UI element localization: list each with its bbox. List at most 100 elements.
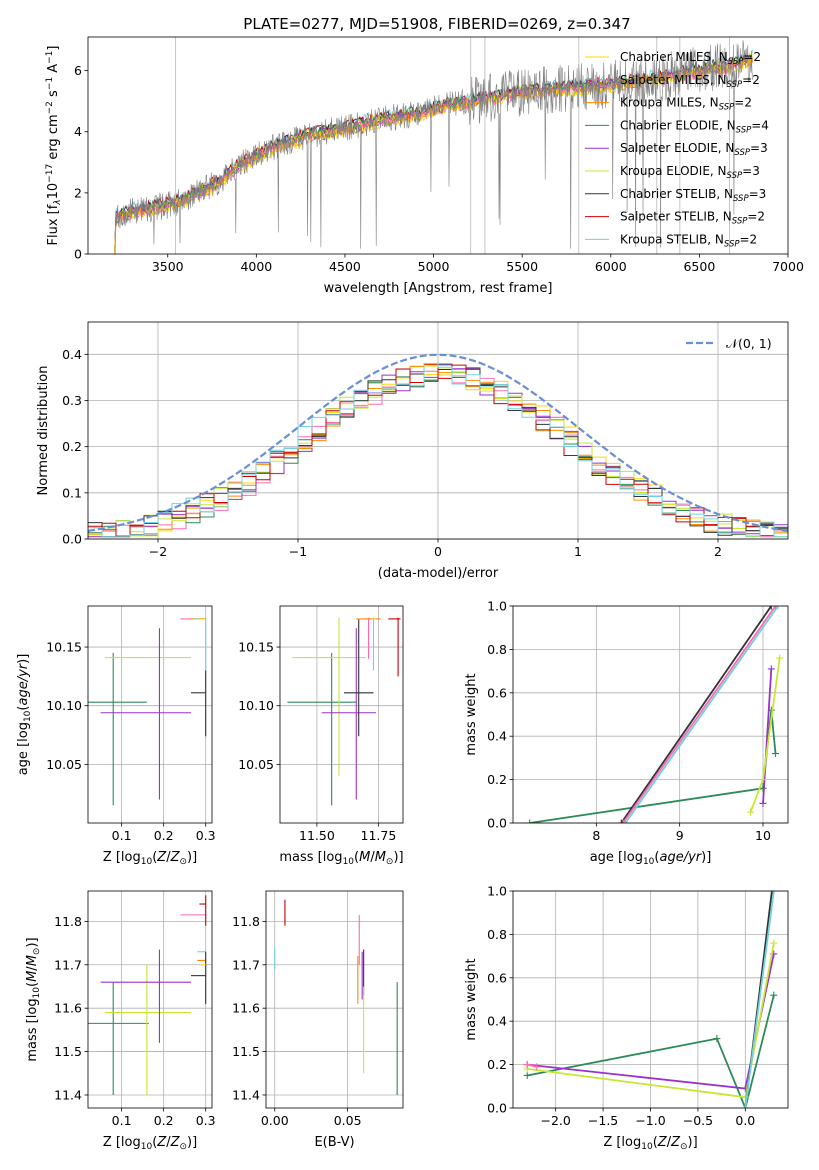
residual-hist-ks	[88, 363, 788, 538]
x-tick-label: 0.1	[112, 1113, 132, 1128]
x-axis-label: E(B-V)	[314, 1135, 354, 1150]
label-part: /	[25, 966, 40, 971]
axes-frame	[279, 605, 404, 824]
weight-marker-sm	[772, 606, 779, 610]
y-tick-label: 0.1	[62, 485, 82, 500]
label-part: =3	[742, 164, 760, 178]
label-part: E(B-V)	[314, 1135, 354, 1150]
x-axis-label: age [log10(age/yr)]	[590, 850, 712, 867]
y-axis-label: age [log10(age/yr)]	[16, 654, 33, 776]
x-tick-label: −1.0	[635, 1113, 665, 1128]
y-tick-label: 0.4	[487, 1014, 507, 1029]
label-part: /	[667, 1135, 672, 1150]
x-tick-label: 5500	[506, 259, 538, 274]
x-tick-label: 3500	[152, 259, 184, 274]
label-part: (	[654, 850, 659, 865]
legend-entry-ce: Chabrier ELODIE, NSSP=4	[620, 118, 769, 135]
label-part: Z [log	[103, 1135, 141, 1150]
label-part: Z	[670, 1135, 681, 1150]
x-tick-label: 0.3	[196, 1113, 216, 1128]
axes-frame	[87, 605, 213, 824]
point-ce	[88, 652, 147, 806]
label-part: (	[354, 850, 359, 865]
weight-marker-ks	[774, 606, 782, 610]
label-part: Salpeter MILES, N	[620, 73, 727, 87]
label-part: (	[653, 1135, 658, 1150]
plot-area-weight-age	[526, 606, 784, 823]
label-part: SSP	[719, 103, 735, 113]
point-se	[100, 949, 191, 1043]
label-part: Z	[170, 1135, 181, 1150]
label-part: (data-model)/error	[378, 566, 499, 581]
label-part: Kroupa MILES, N	[620, 96, 719, 110]
y-tick-label: 11.4	[232, 1087, 260, 1102]
y-tick-label: 11.5	[54, 1044, 82, 1059]
weight-marker-ke	[770, 939, 778, 947]
label-part: =2	[743, 50, 761, 64]
plot-area-age-mass	[287, 617, 401, 806]
label-part: =2	[742, 73, 760, 87]
point-se	[100, 628, 191, 800]
label-part: ⊙	[179, 857, 187, 867]
point-ce	[88, 982, 149, 1095]
weight-marker-se	[767, 665, 775, 673]
label-part: Salpeter ELODIE, N	[620, 141, 734, 155]
y-tick-label: 0.0	[62, 532, 82, 547]
x-tick-label: 6500	[683, 259, 715, 274]
x-tick-label: 7000	[772, 259, 804, 274]
label-part: λ	[53, 199, 63, 205]
label-part: (	[152, 1135, 157, 1150]
y-tick-label: 11.7	[54, 957, 82, 972]
label-part: Z [log	[103, 850, 141, 865]
x-tick-label: −0.5	[683, 1113, 713, 1128]
label-part: )]	[187, 850, 197, 865]
label-part: mass weight	[464, 673, 479, 755]
observed-spectrum	[114, 40, 753, 254]
label-part: )]	[16, 654, 31, 664]
point-cs	[343, 618, 374, 737]
weight-marker-ke	[759, 776, 767, 784]
legend-entry-ks: Kroupa STELIB, NSSP=2	[620, 232, 757, 249]
y-tick-label: 11.8	[54, 914, 82, 929]
weight-line-ce	[527, 994, 775, 1108]
axes-frame	[512, 605, 789, 824]
y-tick-label: 10.10	[238, 698, 274, 713]
weight-marker-ke	[741, 1093, 749, 1101]
normal-curve	[88, 353, 788, 532]
weight-line-ks	[624, 606, 779, 823]
label-part: −2	[45, 101, 55, 114]
label-part: )]	[701, 850, 711, 865]
label-part: A	[46, 64, 61, 77]
label-part: SSP	[736, 125, 752, 135]
label-part: age/yr	[659, 850, 702, 865]
label-part: /	[166, 1135, 171, 1150]
label-part: )]	[25, 937, 40, 947]
axes-frame	[87, 36, 789, 255]
figure-title: PLATE=0277, MJD=51908, FIBERID=0269, z=0…	[243, 15, 630, 33]
y-tick-label: 11.4	[54, 1087, 82, 1102]
panel-mass-ebv: 0.00 0.05 11.4 11.5 11.6 11.7 11.8 E(B-V)	[232, 890, 404, 1150]
y-axis-label: Normed distribution	[36, 366, 51, 496]
x-tick-label: 4000	[240, 259, 272, 274]
y-tick-label: 4	[74, 124, 82, 139]
weight-marker-sm	[533, 1063, 541, 1071]
label-part: s	[46, 90, 61, 101]
x-tick-label: 1	[574, 544, 582, 559]
label-part: age/yr	[16, 662, 31, 705]
axes-frame	[512, 890, 789, 1109]
label-part: SSP	[727, 80, 743, 90]
label-part: Z	[657, 1135, 668, 1150]
legend-entry-km: Kroupa MILES, NSSP=2	[620, 96, 752, 113]
label-part: SSP	[727, 171, 743, 181]
label-part: (	[16, 706, 31, 711]
x-axis-label: Z [log10(Z/Z⊙)]	[603, 1135, 697, 1152]
x-tick-label: 0	[434, 544, 442, 559]
x-tick-label: −2	[149, 544, 167, 559]
y-tick-label: 10.05	[46, 757, 82, 772]
x-tick-label: 0.0	[735, 1113, 755, 1128]
y-tick-label: 11.7	[232, 957, 260, 972]
label-part: =3	[750, 141, 768, 155]
y-tick-label: 0.3	[62, 393, 82, 408]
